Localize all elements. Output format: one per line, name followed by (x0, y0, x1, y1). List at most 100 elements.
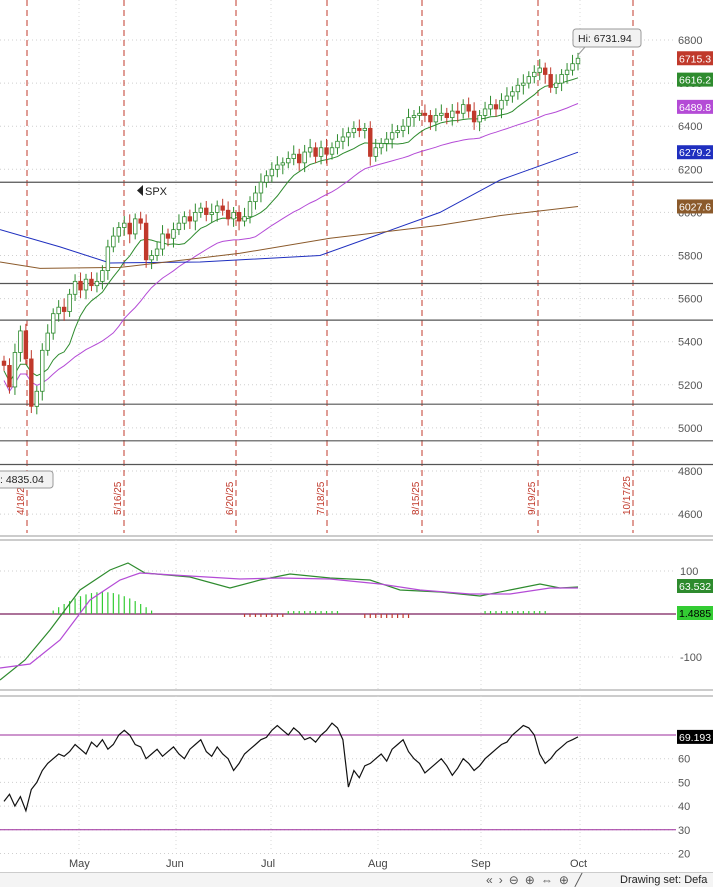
candle-body-25 (138, 218, 143, 224)
candle-body-74 (406, 117, 411, 127)
date-marker-label-2: 6/20/25 (225, 481, 236, 515)
date-marker-label-4: 8/15/25 (411, 481, 422, 515)
candle-body-31 (171, 229, 176, 239)
zoom-in-icon[interactable]: ⊕ (524, 873, 535, 887)
candle-body-49 (269, 168, 275, 177)
candle-body-68 (373, 147, 378, 157)
candle-body-51 (280, 162, 285, 166)
draw-icon[interactable]: ╱ (574, 873, 583, 887)
candle-body-98 (537, 67, 542, 73)
chart-toolbar: « › ⊖ ⊕ ⇔ ⊕ ╱ Drawing set: Defa (0, 872, 713, 887)
candle-body-28 (154, 248, 160, 256)
candle-body-8 (45, 332, 50, 351)
scroll-left-icon[interactable]: « (486, 873, 493, 887)
candle-body-15 (83, 278, 89, 291)
drawing-set-label[interactable]: Drawing set: Defa (620, 874, 708, 886)
price-badge-bg-3 (677, 145, 713, 160)
price-badge-0: 6715.3 (679, 53, 711, 65)
candle-body-18 (100, 270, 105, 282)
osc-tick-40: 40 (678, 801, 690, 813)
candle-body-65 (357, 127, 362, 131)
candle-body-60 (329, 147, 335, 155)
candle-body-80 (439, 112, 444, 116)
candle-body-72 (395, 130, 400, 134)
candle-body-19 (105, 246, 111, 271)
candle-body-61 (335, 140, 340, 149)
zoom-out-icon[interactable]: ⊖ (508, 873, 519, 887)
candle-body-0 (1, 360, 7, 366)
candle-body-91 (499, 99, 504, 110)
osc-tick-30: 30 (678, 825, 690, 837)
candle-body-30 (165, 233, 171, 239)
price-badge-4: 6027.6 (679, 201, 711, 213)
month-label-jul: Jul (261, 858, 275, 870)
low-callout-box (0, 470, 54, 489)
candle-body-17 (94, 280, 100, 287)
candle-body-40 (220, 205, 225, 211)
candle-body-81 (444, 112, 449, 118)
candle-body-99 (543, 67, 548, 75)
candle-body-92 (504, 95, 510, 101)
macd-bg (0, 540, 713, 690)
candle-body-77 (422, 112, 428, 116)
osc-tick-20: 20 (678, 849, 690, 861)
price-tick-4800: 4800 (678, 466, 702, 478)
hi-callout-pointer (577, 46, 586, 56)
date-marker-label-6: 10/17/25 (622, 476, 633, 515)
price-badge-bg-1 (677, 72, 713, 87)
candle-body-90 (493, 104, 499, 110)
crosshair-icon[interactable]: ⊕ (558, 873, 569, 887)
price-badge-bg-0 (677, 51, 713, 66)
candle-body-52 (286, 158, 291, 164)
price-badge-bg-2 (677, 99, 713, 114)
candle-body-97 (532, 71, 537, 78)
candle-body-38 (209, 211, 214, 215)
candle-body-100 (548, 74, 553, 88)
month-label-may: May (69, 858, 90, 870)
candle-body-39 (214, 205, 220, 213)
candle-body-69 (378, 143, 384, 149)
candle-body-104 (570, 63, 575, 71)
price-badge-2: 6489.8 (679, 102, 711, 114)
candle-body-96 (526, 76, 531, 84)
candle-body-44 (242, 216, 247, 222)
candle-body-70 (384, 138, 389, 144)
candle-body-64 (351, 127, 357, 134)
candle-body-55 (302, 151, 307, 164)
candle-body-12 (67, 293, 72, 312)
pan-icon[interactable]: ⇔ (540, 873, 553, 887)
price-tick-6800: 6800 (678, 35, 702, 47)
macd-badge-bg-0 (677, 579, 713, 593)
candle-body-88 (482, 108, 488, 116)
candle-body-82 (450, 110, 455, 118)
price-panel-bg (0, 0, 713, 533)
ma-brown-line (0, 206, 579, 269)
price-badge-bg-4 (677, 199, 713, 214)
candle-body-45 (247, 201, 253, 218)
symbol-label: SPX (145, 186, 168, 198)
candle-body-6 (34, 390, 39, 407)
price-tick-5800: 5800 (678, 251, 702, 263)
candle-body-63 (346, 132, 351, 138)
candle-body-9 (51, 313, 56, 334)
price-panel: 4600480050005200540056005800600062006400… (0, 0, 713, 537)
candle-body-43 (236, 211, 242, 222)
price-tick-5200: 5200 (678, 380, 702, 392)
candle-body-71 (389, 132, 395, 140)
candle-body-29 (160, 233, 165, 250)
candle-body-73 (400, 125, 406, 131)
macd-signal-line (0, 572, 578, 669)
scroll-right-icon[interactable]: › (498, 873, 503, 887)
candle-body-101 (553, 82, 559, 88)
macd-line (0, 562, 579, 681)
candle-body-33 (182, 216, 187, 224)
month-label-jun: Jun (166, 858, 184, 870)
candle-body-83 (455, 110, 460, 114)
price-badge-1: 6616.2 (679, 75, 711, 87)
macd-tick-100: 100 (680, 566, 698, 578)
price-tick-5400: 5400 (678, 337, 702, 349)
candle-body-35 (193, 211, 198, 222)
price-tick-6200: 6200 (678, 164, 702, 176)
